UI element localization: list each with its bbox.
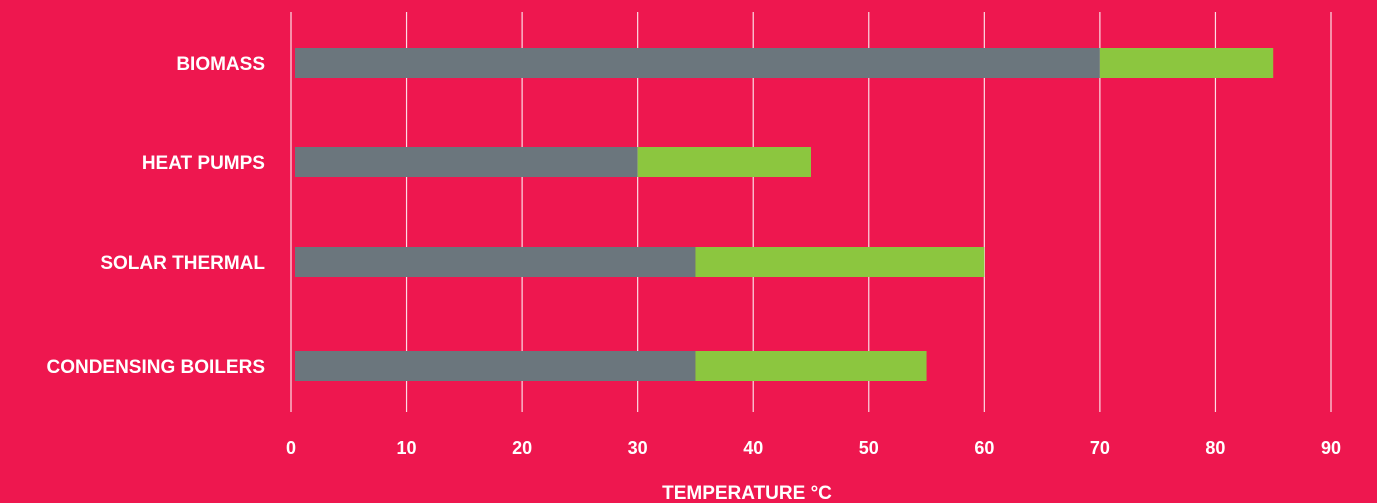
category-label: BIOMASS <box>176 54 265 75</box>
x-tick-label: 70 <box>1090 438 1110 458</box>
bar-segment <box>295 247 696 277</box>
category-label: SOLAR THERMAL <box>100 253 265 274</box>
x-tick-label: 0 <box>286 438 296 458</box>
x-tick-labels: 0 10 20 30 40 50 60 70 80 90 <box>286 438 1341 458</box>
bars <box>295 48 1274 381</box>
x-tick-label: 90 <box>1321 438 1341 458</box>
x-axis-title: TEMPERATURE °C <box>662 483 832 503</box>
category-labels: BIOMASS HEAT PUMPS SOLAR THERMAL CONDENSING… <box>46 54 265 378</box>
bar-segment <box>695 351 927 381</box>
x-tick-label: 30 <box>628 438 648 458</box>
x-tick-label: 20 <box>512 438 532 458</box>
bar-segment <box>637 147 811 177</box>
category-label: HEAT PUMPS <box>142 153 265 174</box>
bar-segment <box>295 351 696 381</box>
bar-segment <box>295 48 1100 78</box>
x-tick-label: 50 <box>859 438 879 458</box>
bar-segment <box>1099 48 1274 78</box>
bar-segment <box>695 247 985 277</box>
category-label: CONDENSING BOILERS <box>46 357 265 378</box>
gridlines <box>290 12 1332 412</box>
x-tick-label: 80 <box>1205 438 1225 458</box>
x-tick-label: 10 <box>397 438 417 458</box>
x-tick-label: 60 <box>974 438 994 458</box>
x-tick-label: 40 <box>743 438 763 458</box>
bar-segment <box>295 147 638 177</box>
